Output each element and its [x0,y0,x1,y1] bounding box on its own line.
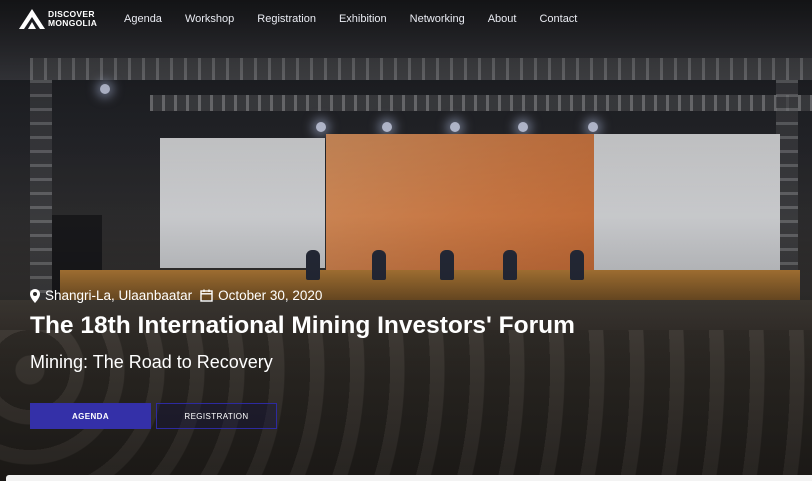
nav-item-workshop[interactable]: Workshop [184,13,235,25]
logo-text-line2: MONGOLIA [48,18,98,28]
logo-text-line1: DISCOVER [48,9,95,19]
nav-item-contact[interactable]: Contact [539,13,578,25]
map-pin-icon [30,288,40,303]
site-logo[interactable]: DISCOVER MONGOLIA [18,4,100,34]
registration-button[interactable]: REGISTRATION [156,403,277,429]
top-navigation: DISCOVER MONGOLIA Agenda Workshop Regist… [0,0,812,38]
calendar-icon [200,289,213,302]
event-meta: Shangri-La, Ulaanbaatar October 30, 2020 [30,288,322,303]
nav-item-about[interactable]: About [487,13,517,25]
content-panel-edge [6,475,812,481]
nav-item-agenda[interactable]: Agenda [124,13,162,25]
nav-item-exhibition[interactable]: Exhibition [338,13,387,25]
mountain-logo-icon [19,9,45,29]
event-subtitle: Mining: The Road to Recovery [30,352,273,372]
agenda-button[interactable]: AGENDA [30,403,151,429]
event-date: October 30, 2020 [218,288,323,303]
event-title: The 18th International Mining Investors'… [30,312,575,339]
nav-item-registration[interactable]: Registration [257,13,316,25]
main-menu: Agenda Workshop Registration Exhibition … [124,13,600,25]
nav-item-networking[interactable]: Networking [409,13,465,25]
event-location: Shangri-La, Ulaanbaatar [45,288,193,303]
